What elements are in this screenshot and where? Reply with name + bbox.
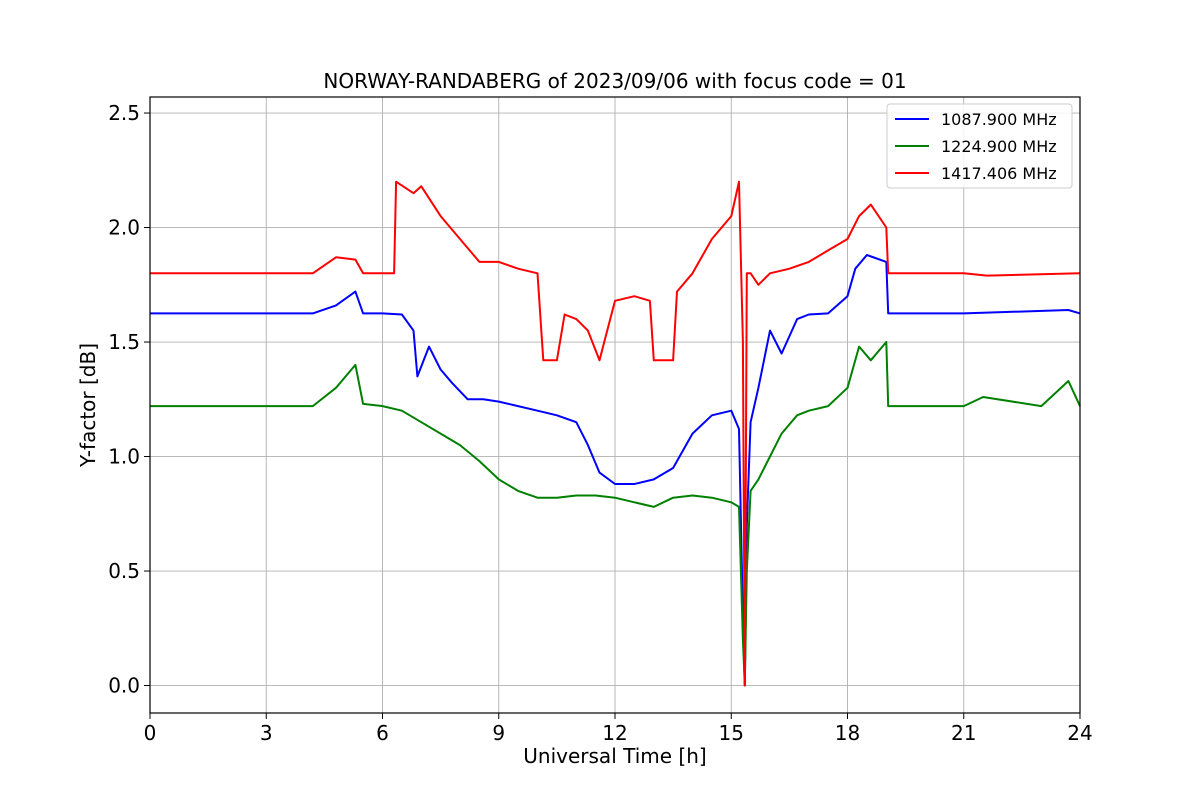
y-axis-ticks: 0.0 0.5 1.0 1.5 2.0 2.5 (108, 101, 150, 698)
grid (149, 97, 1081, 713)
x-tick-label: 12 (602, 721, 627, 745)
x-tick-label: 21 (951, 721, 976, 745)
x-tick-label: 9 (492, 721, 505, 745)
legend-label: 1087.900 MHz (941, 110, 1057, 129)
legend-box (886, 103, 1073, 189)
series-line-3 (150, 180, 1081, 687)
y-tick-label: 1.0 (108, 445, 140, 469)
y-tick-label: 1.5 (108, 330, 140, 354)
x-tick-label: 15 (719, 721, 744, 745)
x-tick-label: 24 (1067, 721, 1092, 745)
x-tick-label: 3 (260, 721, 273, 745)
y-tick-label: 0.0 (108, 674, 140, 698)
y-tick-label: 2.5 (108, 101, 140, 125)
legend-label: 1417.406 MHz (941, 164, 1057, 183)
series-line-1 (150, 254, 1081, 687)
x-tick-label: 18 (835, 721, 860, 745)
y-axis-label: Y-factor [dB] (76, 343, 100, 468)
y-tick-label: 2.0 (108, 216, 140, 240)
legend: 1087.900 MHz 1224.900 MHz 1417.406 MHz (886, 103, 1073, 189)
series-line-2 (150, 341, 1081, 687)
x-axis-label: Universal Time [h] (523, 744, 706, 768)
series-lines (150, 180, 1081, 687)
legend-label: 1224.900 MHz (941, 137, 1057, 156)
x-tick-label: 0 (144, 721, 157, 745)
x-tick-label: 6 (376, 721, 389, 745)
chart-title: NORWAY-RANDABERG of 2023/09/06 with focu… (323, 69, 906, 93)
x-axis-ticks: 0 3 6 9 12 15 18 21 24 (144, 713, 1093, 745)
y-tick-label: 0.5 (108, 559, 140, 583)
